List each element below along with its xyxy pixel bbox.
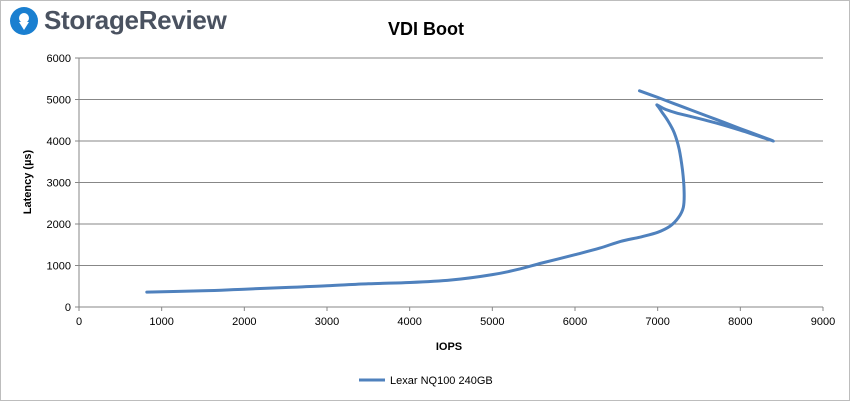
y-tick-label-4: 4000 (47, 136, 71, 148)
x-tick-label-2: 2000 (232, 316, 256, 328)
series-group (145, 89, 775, 294)
y-axis-title: Latency (µs) (22, 149, 34, 214)
x-axis-title: IOPS (436, 341, 462, 353)
x-tick-label-0: 0 (76, 316, 82, 328)
x-tick-label-4: 4000 (397, 316, 421, 328)
x-tick-label-5: 5000 (480, 316, 504, 328)
series-line-0 (145, 89, 775, 294)
x-tick-label-9: 9000 (811, 316, 835, 328)
chart-title: VDI Boot (388, 19, 464, 39)
x-tick-label-3: 3000 (315, 316, 339, 328)
y-tick-label-3: 3000 (47, 178, 71, 190)
legend-label: Lexar NQ100 240GB (390, 375, 493, 387)
y-tick-label-1: 1000 (47, 261, 71, 273)
brand-logo[interactable]: StorageReview (9, 5, 227, 36)
x-tick-label-6: 6000 (563, 316, 587, 328)
x-tick-labels: 0 1000 2000 3000 4000 5000 6000 7000 8000 9000 (76, 316, 835, 328)
brand-name: StorageReview (44, 5, 227, 35)
x-tick-label-8: 8000 (728, 316, 752, 328)
y-tick-label-0: 0 (65, 302, 71, 314)
y-tick-labels: 0 1000 2000 3000 4000 5000 6000 (47, 53, 71, 314)
gridlines (79, 57, 823, 266)
x-tick-label-1: 1000 (149, 316, 173, 328)
axes (75, 57, 824, 311)
y-tick-label-5: 5000 (47, 95, 71, 107)
storagereview-pin-icon (10, 6, 38, 35)
y-tick-label-6: 6000 (47, 53, 71, 65)
y-tick-label-2: 2000 (47, 219, 71, 231)
legend[interactable]: Lexar NQ100 240GB (359, 375, 493, 387)
x-tick-label-7: 7000 (645, 316, 669, 328)
